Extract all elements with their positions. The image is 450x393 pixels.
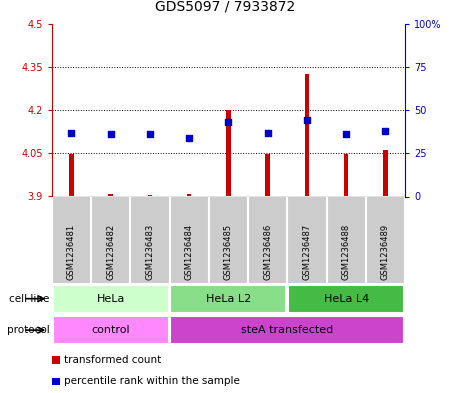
Point: [68, 129, 75, 136]
Text: GSM1236488: GSM1236488: [342, 223, 351, 279]
Point: [107, 131, 114, 138]
Point: [264, 129, 271, 136]
Bar: [53, 285, 169, 313]
Point: [382, 128, 389, 134]
Text: HeLa L4: HeLa L4: [324, 294, 369, 304]
Bar: [148, 195, 152, 196]
Point: [146, 131, 153, 138]
Bar: [265, 154, 270, 196]
Bar: [170, 316, 404, 344]
Bar: [53, 316, 169, 344]
Text: GSM1236485: GSM1236485: [224, 223, 233, 279]
Text: GSM1236489: GSM1236489: [381, 223, 390, 279]
Bar: [383, 151, 388, 196]
Text: HeLa: HeLa: [96, 294, 125, 304]
Point: [342, 131, 350, 138]
Bar: [69, 154, 74, 196]
Text: percentile rank within the sample: percentile rank within the sample: [64, 376, 240, 386]
Text: cell line: cell line: [9, 294, 50, 304]
Bar: [170, 285, 287, 313]
Bar: [305, 74, 309, 196]
Text: control: control: [91, 325, 130, 335]
Bar: [108, 194, 113, 196]
Bar: [226, 110, 231, 196]
Text: HeLa L2: HeLa L2: [206, 294, 251, 304]
Text: GSM1236487: GSM1236487: [302, 223, 311, 279]
Text: GSM1236484: GSM1236484: [184, 223, 194, 279]
Text: steA transfected: steA transfected: [241, 325, 333, 335]
Point: [303, 117, 310, 123]
Point: [225, 119, 232, 125]
Bar: [288, 285, 404, 313]
Text: GSM1236481: GSM1236481: [67, 223, 76, 279]
Text: GSM1236482: GSM1236482: [106, 223, 115, 279]
Text: protocol: protocol: [7, 325, 50, 335]
Text: GSM1236483: GSM1236483: [145, 223, 154, 279]
Bar: [187, 194, 192, 196]
Text: transformed count: transformed count: [64, 355, 162, 365]
Bar: [344, 154, 348, 196]
Text: GDS5097 / 7933872: GDS5097 / 7933872: [155, 0, 295, 14]
Text: GSM1236486: GSM1236486: [263, 223, 272, 279]
Point: [185, 134, 193, 141]
